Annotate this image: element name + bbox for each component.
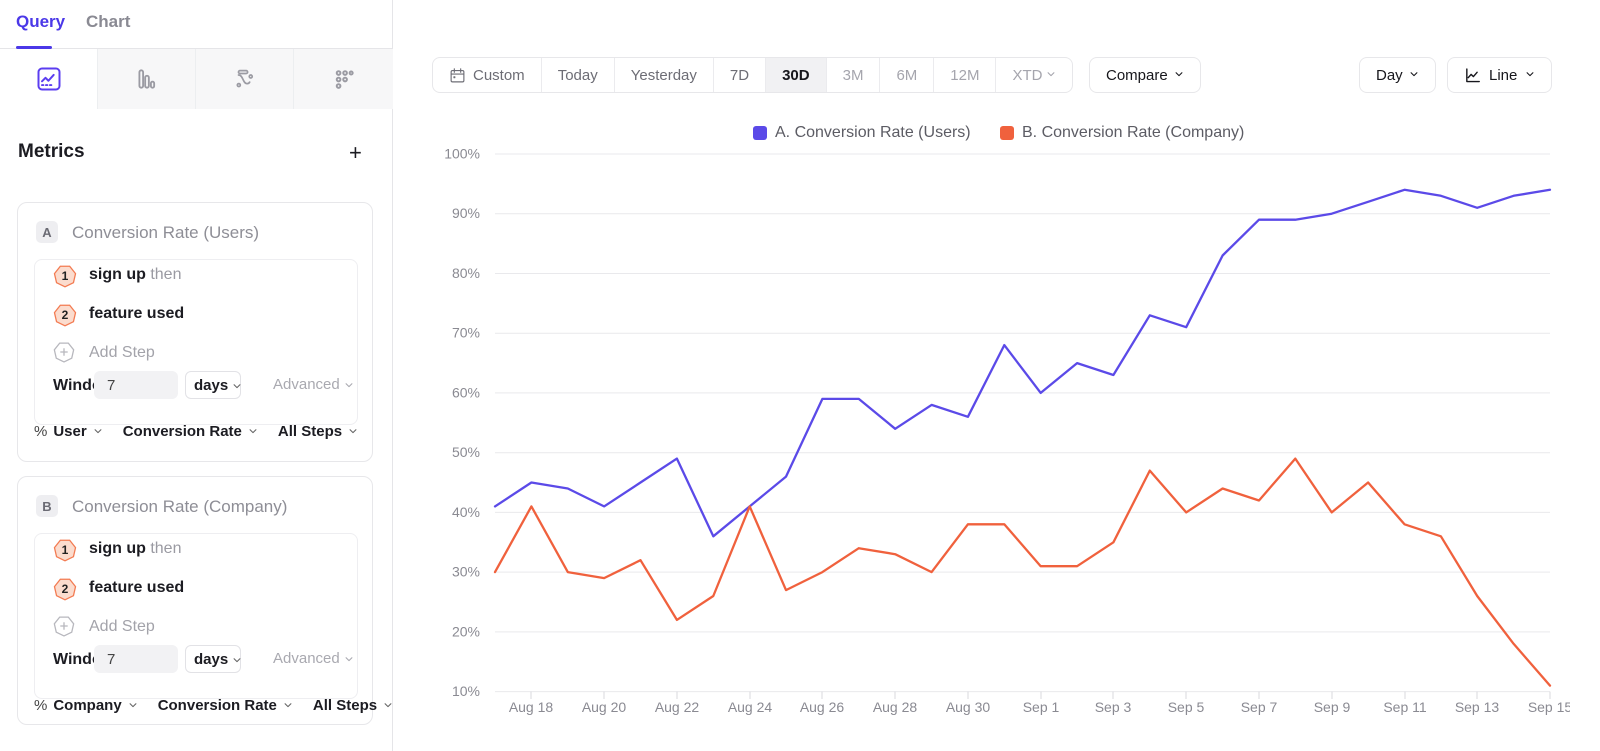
svg-text:50%: 50% [452,444,480,460]
svg-text:Sep 3: Sep 3 [1095,699,1132,715]
svg-text:Sep 1: Sep 1 [1023,699,1060,715]
svg-text:90%: 90% [452,205,480,221]
svg-text:Aug 22: Aug 22 [655,699,700,715]
svg-text:20%: 20% [452,623,480,639]
svg-text:Aug 20: Aug 20 [582,699,627,715]
svg-text:100%: 100% [444,146,480,162]
svg-text:70%: 70% [452,325,480,341]
svg-text:Sep 9: Sep 9 [1314,699,1351,715]
svg-text:Sep 5: Sep 5 [1168,699,1205,715]
svg-text:Aug 30: Aug 30 [946,699,991,715]
svg-text:80%: 80% [452,265,480,281]
svg-text:Aug 26: Aug 26 [800,699,845,715]
svg-text:30%: 30% [452,564,480,580]
svg-text:Sep 7: Sep 7 [1241,699,1278,715]
svg-text:Aug 24: Aug 24 [728,699,773,715]
svg-text:Sep 13: Sep 13 [1455,699,1500,715]
svg-text:Sep 15: Sep 15 [1528,699,1570,715]
svg-text:Sep 11: Sep 11 [1383,699,1427,715]
svg-text:Aug 28: Aug 28 [873,699,918,715]
svg-text:10%: 10% [452,683,480,699]
svg-text:40%: 40% [452,504,480,520]
svg-text:Aug 18: Aug 18 [509,699,554,715]
svg-text:60%: 60% [452,384,480,400]
